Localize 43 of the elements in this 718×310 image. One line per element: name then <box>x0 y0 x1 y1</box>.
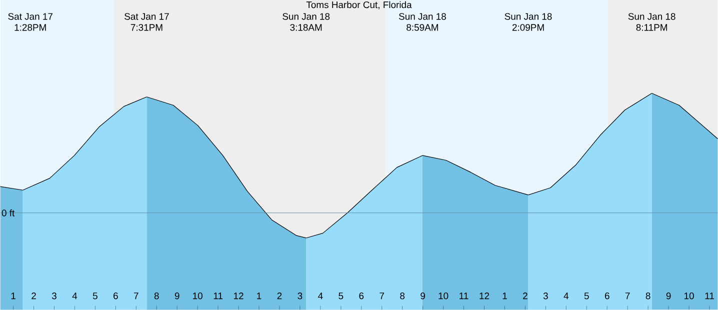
x-tick-label: 7 <box>380 292 384 300</box>
x-tick-label: 10 <box>438 292 448 300</box>
x-tick-label: 2 <box>277 292 282 300</box>
x-tick-label: 5 <box>584 292 589 300</box>
x-tick-label: 10 <box>684 292 694 300</box>
x-tick-label: 9 <box>420 292 425 300</box>
x-tick-label: 4 <box>72 292 78 300</box>
x-tick-label: 11 <box>214 292 222 300</box>
x-tick-label: 6 <box>604 292 610 300</box>
x-tick-label: 5 <box>338 292 344 300</box>
x-tick-label: 6 <box>114 292 118 300</box>
x-tick-label: 3 <box>52 292 56 300</box>
text: Sat Jan 17 1:28PM <box>8 13 53 31</box>
chart-title: Toms Harbor Cut, Florida <box>306 1 412 10</box>
x-tick-label: 11 <box>460 292 468 300</box>
x-tick-label: 8 <box>646 292 650 300</box>
x-tick-label: 8 <box>400 292 405 300</box>
text: Sun Jan 18 8:11PM <box>628 13 676 31</box>
x-tick-label: 5 <box>92 292 98 300</box>
x-tick-label: 6 <box>359 292 364 300</box>
x-tick-label: 3 <box>298 292 302 300</box>
text: Sat Jan 17 7:31PM <box>124 13 169 31</box>
x-tick-label: 1 <box>257 292 262 300</box>
x-tick-label: 7 <box>625 292 630 300</box>
text: Sun Jan 18 8:59AM <box>398 13 446 31</box>
x-tick-label: 4 <box>318 292 323 300</box>
x-tick-label: 9 <box>174 292 180 300</box>
x-tick-label: 1 <box>502 292 507 300</box>
x-tick-label: 8 <box>154 292 159 300</box>
x-tick-label: 3 <box>543 292 548 300</box>
x-tick-label: 2 <box>32 292 36 300</box>
x-tick-label: 7 <box>134 292 138 300</box>
x-tick-label: 4 <box>564 292 569 300</box>
text: Sun Jan 18 3:18AM <box>282 13 330 31</box>
ref-line-label: 0 ft <box>2 209 15 216</box>
x-tick-label: 9 <box>666 292 671 300</box>
x-tick-label: 10 <box>193 292 202 300</box>
x-tick-label: 1 <box>11 292 16 300</box>
x-tick-label: 2 <box>523 292 528 300</box>
x-tick-label: 11 <box>705 292 714 300</box>
text: Sun Jan 18 2:09PM <box>504 13 552 31</box>
x-tick-label: 12 <box>480 292 490 300</box>
x-tick-label: 12 <box>234 292 244 300</box>
